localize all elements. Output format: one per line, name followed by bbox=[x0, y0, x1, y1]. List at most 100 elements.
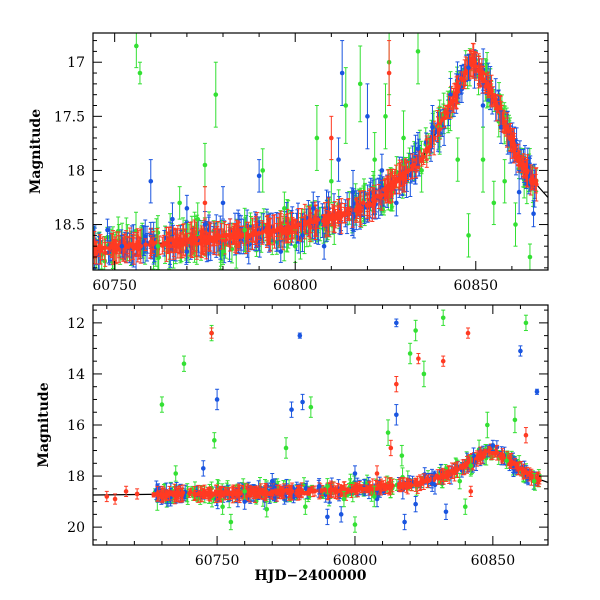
data-point bbox=[336, 137, 341, 182]
data-point bbox=[177, 186, 182, 220]
data-point bbox=[394, 318, 399, 328]
data-point bbox=[325, 508, 330, 526]
data-point bbox=[336, 205, 341, 224]
data-point bbox=[445, 106, 450, 119]
data-point bbox=[442, 104, 448, 120]
data-point bbox=[256, 159, 262, 193]
data-point bbox=[328, 480, 334, 498]
data-point bbox=[210, 235, 216, 247]
data-point bbox=[385, 419, 391, 446]
data-point bbox=[394, 175, 399, 188]
data-point bbox=[242, 483, 247, 500]
data-point bbox=[371, 485, 377, 508]
data-point bbox=[360, 190, 366, 216]
data-point bbox=[102, 242, 108, 254]
data-point bbox=[509, 128, 515, 159]
series-blue bbox=[201, 318, 540, 531]
data-point bbox=[264, 501, 270, 518]
data-point bbox=[468, 455, 474, 477]
data-point bbox=[394, 404, 399, 426]
data-point bbox=[217, 486, 223, 503]
data-point bbox=[130, 237, 136, 252]
x-tick-label: 60750 bbox=[92, 278, 137, 294]
data-point bbox=[416, 353, 421, 365]
data-point bbox=[386, 40, 392, 107]
data-point bbox=[269, 473, 275, 490]
data-point bbox=[371, 184, 377, 213]
y-tick-label: 14 bbox=[67, 367, 85, 383]
series-green bbox=[159, 309, 537, 533]
data-point bbox=[264, 223, 270, 241]
data-point bbox=[385, 178, 391, 193]
data-point bbox=[430, 105, 435, 150]
data-point bbox=[440, 309, 446, 326]
data-point bbox=[173, 228, 178, 253]
data-point bbox=[159, 396, 165, 413]
data-point bbox=[413, 319, 418, 342]
data-point bbox=[382, 482, 387, 491]
data-point bbox=[417, 474, 423, 492]
data-point bbox=[233, 488, 239, 499]
data-point bbox=[490, 439, 496, 452]
data-point bbox=[125, 235, 131, 258]
data-point bbox=[181, 355, 187, 372]
data-point bbox=[464, 461, 470, 467]
data-point bbox=[300, 218, 305, 253]
data-point bbox=[148, 159, 154, 204]
data-point bbox=[402, 513, 407, 531]
data-point bbox=[440, 467, 445, 482]
data-point bbox=[112, 493, 118, 505]
data-point bbox=[411, 159, 417, 171]
data-point bbox=[284, 485, 289, 495]
data-point bbox=[429, 475, 435, 492]
x-tick-label: 60750 bbox=[195, 553, 240, 569]
data-point bbox=[267, 491, 273, 497]
data-point bbox=[524, 163, 529, 178]
data-point bbox=[536, 472, 542, 487]
data-point bbox=[220, 186, 226, 220]
data-point bbox=[383, 187, 388, 202]
data-point bbox=[242, 207, 247, 253]
x-tick-label: 60850 bbox=[454, 278, 499, 294]
data-point bbox=[202, 142, 208, 188]
data-point bbox=[481, 451, 487, 459]
y-tick-label: 16 bbox=[67, 418, 85, 434]
data-point bbox=[508, 452, 514, 469]
data-point bbox=[352, 465, 358, 482]
data-point bbox=[325, 478, 330, 495]
data-point bbox=[292, 219, 298, 234]
data-point bbox=[194, 227, 200, 260]
data-point bbox=[423, 478, 428, 484]
data-point bbox=[280, 486, 286, 498]
ticks bbox=[93, 33, 549, 270]
data-point bbox=[316, 478, 322, 495]
data-point bbox=[394, 375, 399, 393]
data-point bbox=[345, 487, 350, 493]
data-point bbox=[314, 105, 320, 171]
data-point bbox=[200, 488, 205, 498]
data-point bbox=[134, 33, 139, 69]
data-point bbox=[295, 485, 301, 501]
data-point bbox=[339, 40, 345, 107]
data-point bbox=[306, 487, 312, 494]
data-point bbox=[263, 483, 268, 502]
y-tick-label: 18 bbox=[67, 163, 85, 179]
data-point bbox=[257, 487, 262, 499]
data-point bbox=[358, 195, 363, 228]
data-point bbox=[212, 432, 217, 449]
data-point bbox=[228, 513, 234, 531]
series-blue bbox=[105, 40, 536, 263]
data-point bbox=[207, 221, 212, 252]
plot-area bbox=[93, 33, 548, 270]
data-point bbox=[170, 202, 175, 236]
data-point bbox=[449, 462, 455, 480]
data-point bbox=[289, 401, 294, 418]
data-point bbox=[321, 232, 327, 260]
data-point bbox=[523, 427, 529, 444]
data-point bbox=[379, 153, 385, 188]
data-point bbox=[500, 452, 505, 457]
data-point bbox=[480, 126, 486, 193]
data-point bbox=[390, 168, 395, 203]
data-point bbox=[427, 142, 433, 153]
